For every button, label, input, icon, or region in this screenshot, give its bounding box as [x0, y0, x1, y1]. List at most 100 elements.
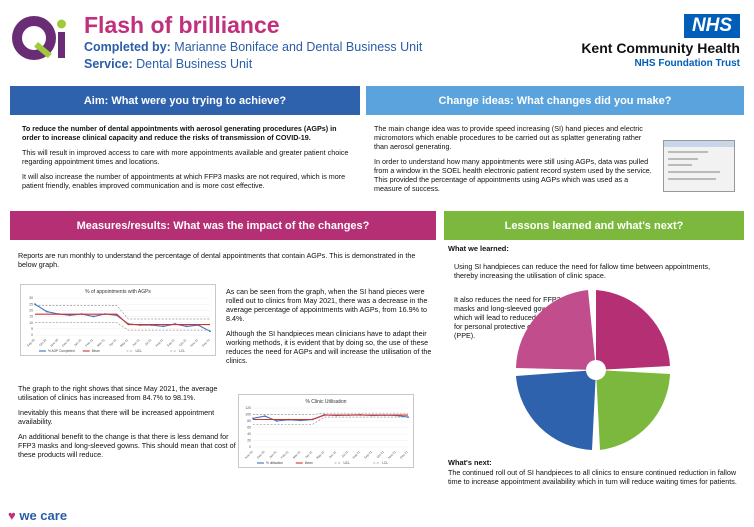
utilisation-chart-legend-label: LCL	[382, 461, 388, 465]
utilisation-chart-xtick-label: Mar-21	[292, 450, 302, 460]
agp-chart-data-point	[162, 325, 165, 328]
utilisation-chart-ytick-label: 60	[247, 426, 251, 430]
pdsa-cycle-diagram	[516, 290, 670, 450]
poster-header: Flash of brilliance Completed by: Marian…	[0, 0, 754, 80]
agp-chart-ytick-label: 5	[31, 327, 33, 331]
utilisation-chart-legend-label: % utilisation	[266, 461, 283, 465]
utilisation-chart-xtick-label: Oct-21	[376, 450, 385, 459]
agp-chart-title: % of appointments with AGPs	[85, 289, 151, 295]
measures-lower-paragraph-3: An additional benefit to the change is t…	[18, 432, 236, 459]
soel-screenshot-thumbnail	[663, 140, 735, 192]
change-paragraph-2: In order to understand how many appointm…	[374, 157, 652, 193]
agp-chart-legend-label: UCL	[136, 349, 143, 353]
utilisation-chart-xtick-label: Dec-21	[399, 450, 409, 460]
agp-chart-ytick-label: 20	[29, 309, 33, 313]
utilisation-chart-xtick-label: Jun-21	[328, 450, 338, 460]
whats-next-text: The continued roll out of SI handpieces …	[448, 468, 737, 486]
agp-chart-xtick-label: Jun-21	[131, 338, 141, 348]
agp-chart-series-line	[35, 322, 210, 331]
agp-chart-data-point	[185, 325, 188, 328]
utilisation-chart-xtick-label: Dec-20	[256, 450, 266, 460]
agp-chart-xtick-label: Nov-21	[189, 338, 199, 348]
completed-by-label: Completed by:	[84, 40, 171, 54]
agp-chart: % of appointments with AGPs 0 5 10 15 20 25 30 S…	[20, 284, 216, 356]
utilisation-chart-series-line	[253, 414, 408, 421]
aim-heading: Aim: What were you trying to achieve?	[10, 86, 360, 115]
utilisation-chart-title: % Clinic Utilisation	[305, 399, 346, 405]
cycle-quadrant-do	[596, 370, 670, 450]
completed-by: Completed by: Marianne Boniface and Dent…	[84, 40, 422, 54]
utilisation-chart-svg: % Clinic Utilisation 0 20 40 60 80 100 120 Nov-2…	[244, 399, 409, 465]
change-paragraph-1: The main change idea was to provide spee…	[374, 124, 643, 151]
utilisation-chart-series-line	[253, 416, 408, 425]
lessons-paragraph-1: Using SI handpieces can reduce the need …	[454, 262, 711, 280]
utilisation-chart-xtick-label: Jan-21	[268, 450, 278, 460]
utilisation-chart-ytick-label: 20	[247, 439, 251, 443]
service-value: Dental Business Unit	[136, 57, 253, 71]
completed-by-value: Marianne Boniface and Dental Business Un…	[174, 40, 423, 54]
measures-lower-paragraph-2: Inevitably this means that there will be…	[18, 408, 215, 426]
whats-next-title: What's next:	[448, 458, 492, 467]
measures-intro: Reports are run monthly to understand th…	[18, 251, 416, 269]
agp-chart-xtick-label: Sep-20	[26, 338, 36, 348]
agp-chart-data-point	[92, 315, 95, 318]
utilisation-chart-ytick-label: 120	[245, 406, 251, 410]
agp-chart-xtick-label: Jul-21	[144, 338, 153, 347]
utilisation-chart-xtick-label: Apr-21	[304, 450, 313, 459]
agp-chart-xtick-label: Dec-21	[201, 338, 211, 348]
agp-chart-data-point	[69, 314, 71, 317]
agp-chart-xtick-label: Feb-21	[84, 338, 94, 348]
measures-lower: The graph to the right shows that since …	[18, 384, 238, 465]
agp-chart-ytick-label: 30	[29, 296, 33, 300]
we-care-text: we care	[19, 508, 68, 523]
utilisation-chart-xtick-label: Jul-21	[340, 450, 349, 459]
agp-chart-xtick-label: Dec-20	[61, 338, 71, 348]
utilisation-chart-ytick-label: 0	[249, 445, 251, 449]
agp-chart-legend-label: % AGP Completed	[48, 349, 75, 353]
agp-chart-series-line	[34, 303, 211, 332]
lessons-paragraph-2: It also reduces the need for FFP3 masks …	[454, 295, 561, 340]
agp-chart-xtick-label: Nov-20	[49, 338, 59, 348]
utilisation-chart-ytick-label: 40	[247, 432, 251, 436]
agp-chart-data-point	[45, 310, 48, 313]
agp-chart-legend-label: LCL	[179, 349, 185, 353]
cycle-text-placeholder	[598, 320, 642, 342]
cycle-quadrant-plan	[596, 290, 670, 370]
measures-side-paragraph-2: Although the SI handpieces mean clinicia…	[226, 329, 432, 365]
measures-heading: Measures/results: What was the impact of…	[10, 211, 436, 240]
utilisation-chart-data-point	[407, 416, 409, 418]
utilisation-chart-xtick-label: Nov-21	[387, 450, 397, 460]
aim-paragraph-1: To reduce the number of dental appointme…	[22, 124, 337, 142]
agp-chart-data-point	[34, 303, 36, 306]
agp-chart-xtick-label: May-21	[119, 338, 129, 348]
agp-chart-ytick-label: 15	[29, 315, 33, 319]
we-care-heart-icon: ♥	[8, 508, 16, 523]
qi-logo-icon	[12, 16, 66, 60]
agp-chart-xtick-label: Sep-21	[166, 338, 176, 348]
change-heading: Change ideas: What changes did you make?	[366, 86, 744, 115]
aim-paragraph-2: This will result in improved access to c…	[22, 148, 349, 166]
utilisation-chart-xtick-label: Nov-20	[244, 450, 254, 460]
agp-chart-xtick-label: Oct-21	[178, 338, 187, 347]
agp-chart-xtick-label: Apr-21	[108, 338, 117, 347]
measures-side: As can be seen from the graph, when the …	[226, 287, 432, 371]
utilisation-chart-ytick-label: 80	[247, 419, 251, 423]
org-subtitle: NHS Foundation Trust	[634, 58, 740, 69]
change-panel: The main change idea was to provide spee…	[374, 124, 654, 199]
utilisation-chart-xtick-label: Sep-21	[363, 450, 373, 460]
agp-chart-data-point	[209, 330, 211, 333]
agp-chart-ytick-label: 25	[29, 302, 33, 306]
service-label: Service:	[84, 57, 133, 71]
nhs-logo: NHS	[684, 14, 740, 38]
utilisation-chart-data-point	[252, 417, 254, 420]
utilisation-chart-data-point	[275, 420, 278, 422]
utilisation-chart-series-line	[253, 412, 408, 415]
org-name: Kent Community Health	[581, 40, 740, 56]
utilisation-chart-xtick-label: Aug-21	[351, 450, 361, 460]
agp-chart-legend-label: Mean	[92, 349, 100, 353]
utilisation-chart-data-point	[264, 415, 266, 418]
lessons-learned-title: What we learned:	[448, 244, 509, 253]
we-care-logo: ♥ we care	[8, 508, 67, 523]
utilisation-chart-legend-label: UCL	[344, 461, 351, 465]
aim-paragraph-3: It will also increase the number of appo…	[22, 172, 346, 190]
